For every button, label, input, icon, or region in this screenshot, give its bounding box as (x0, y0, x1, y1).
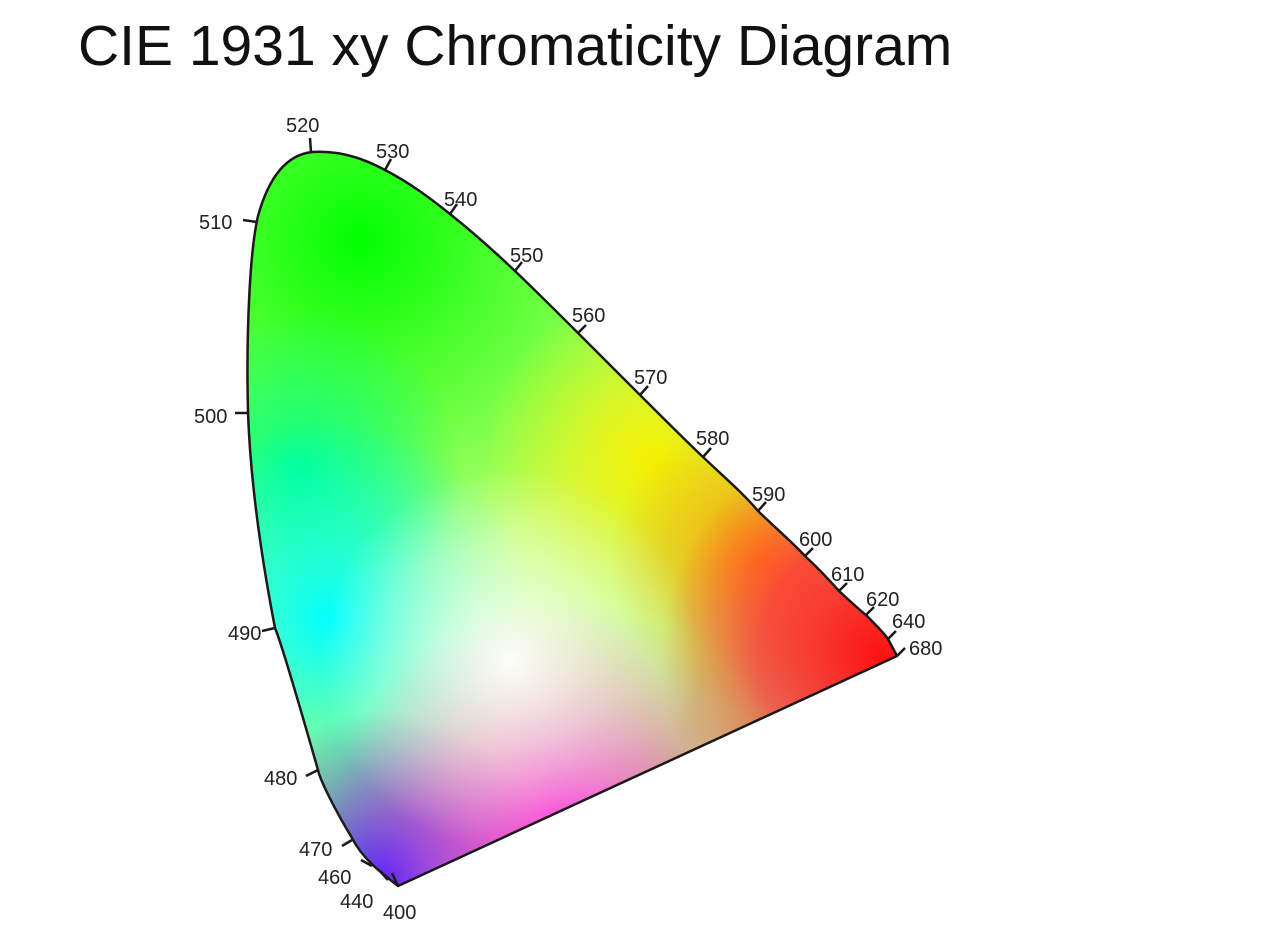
wavelength-label-590: 590 (752, 484, 785, 506)
page-title: CIE 1931 xy Chromaticity Diagram (78, 14, 953, 78)
wavelength-tick-600 (804, 547, 814, 557)
wavelength-label-570: 570 (634, 367, 667, 389)
wavelength-tick-480 (305, 768, 319, 778)
wavelength-tick-560 (577, 324, 587, 334)
wavelength-tick-510 (242, 218, 258, 224)
wavelength-tick-570 (639, 385, 649, 396)
wavelength-label-680: 680 (909, 638, 942, 660)
wavelength-tick-490 (261, 626, 276, 633)
wavelength-tick-520 (308, 137, 313, 153)
wavelength-ticks (235, 137, 906, 887)
wavelength-tick-540 (448, 203, 459, 215)
wavelength-label-600: 600 (799, 529, 832, 551)
wavelength-label-470: 470 (299, 839, 332, 861)
wavelength-tick-590 (757, 501, 767, 512)
wavelength-tick-580 (702, 447, 712, 458)
wavelength-label-620: 620 (866, 589, 899, 611)
wavelength-label-530: 530 (376, 141, 409, 163)
wavelength-label-500: 500 (194, 406, 227, 428)
wavelength-tick-620 (865, 606, 875, 616)
wavelength-label-520: 520 (286, 115, 319, 137)
wavelength-label-610: 610 (831, 564, 864, 586)
wavelength-label-510: 510 (199, 212, 232, 234)
wavelength-tick-440 (378, 869, 389, 881)
wavelength-tick-470 (341, 838, 353, 848)
wavelength-tick-400 (390, 872, 400, 887)
wavelength-label-460: 460 (318, 867, 351, 889)
wavelength-label-400: 400 (383, 902, 416, 924)
wavelength-label-550: 550 (510, 245, 543, 267)
wavelength-label-580: 580 (696, 428, 729, 450)
wavelength-tick-460 (360, 858, 373, 868)
wavelength-label-440: 440 (340, 891, 373, 913)
spectral-locus-outline (246, 150, 899, 888)
wavelength-tick-680 (896, 647, 906, 657)
wavelength-label-540: 540 (444, 189, 477, 211)
wavelength-tick-610 (838, 582, 848, 592)
wavelength-label-560: 560 (572, 305, 605, 327)
wavelength-tick-640 (887, 630, 897, 640)
wavelength-label-480: 480 (264, 768, 297, 790)
wavelength-tick-530 (383, 158, 393, 171)
wavelength-tick-550 (514, 261, 523, 272)
wavelength-label-640: 640 (892, 611, 925, 633)
wavelength-label-490: 490 (228, 623, 261, 645)
